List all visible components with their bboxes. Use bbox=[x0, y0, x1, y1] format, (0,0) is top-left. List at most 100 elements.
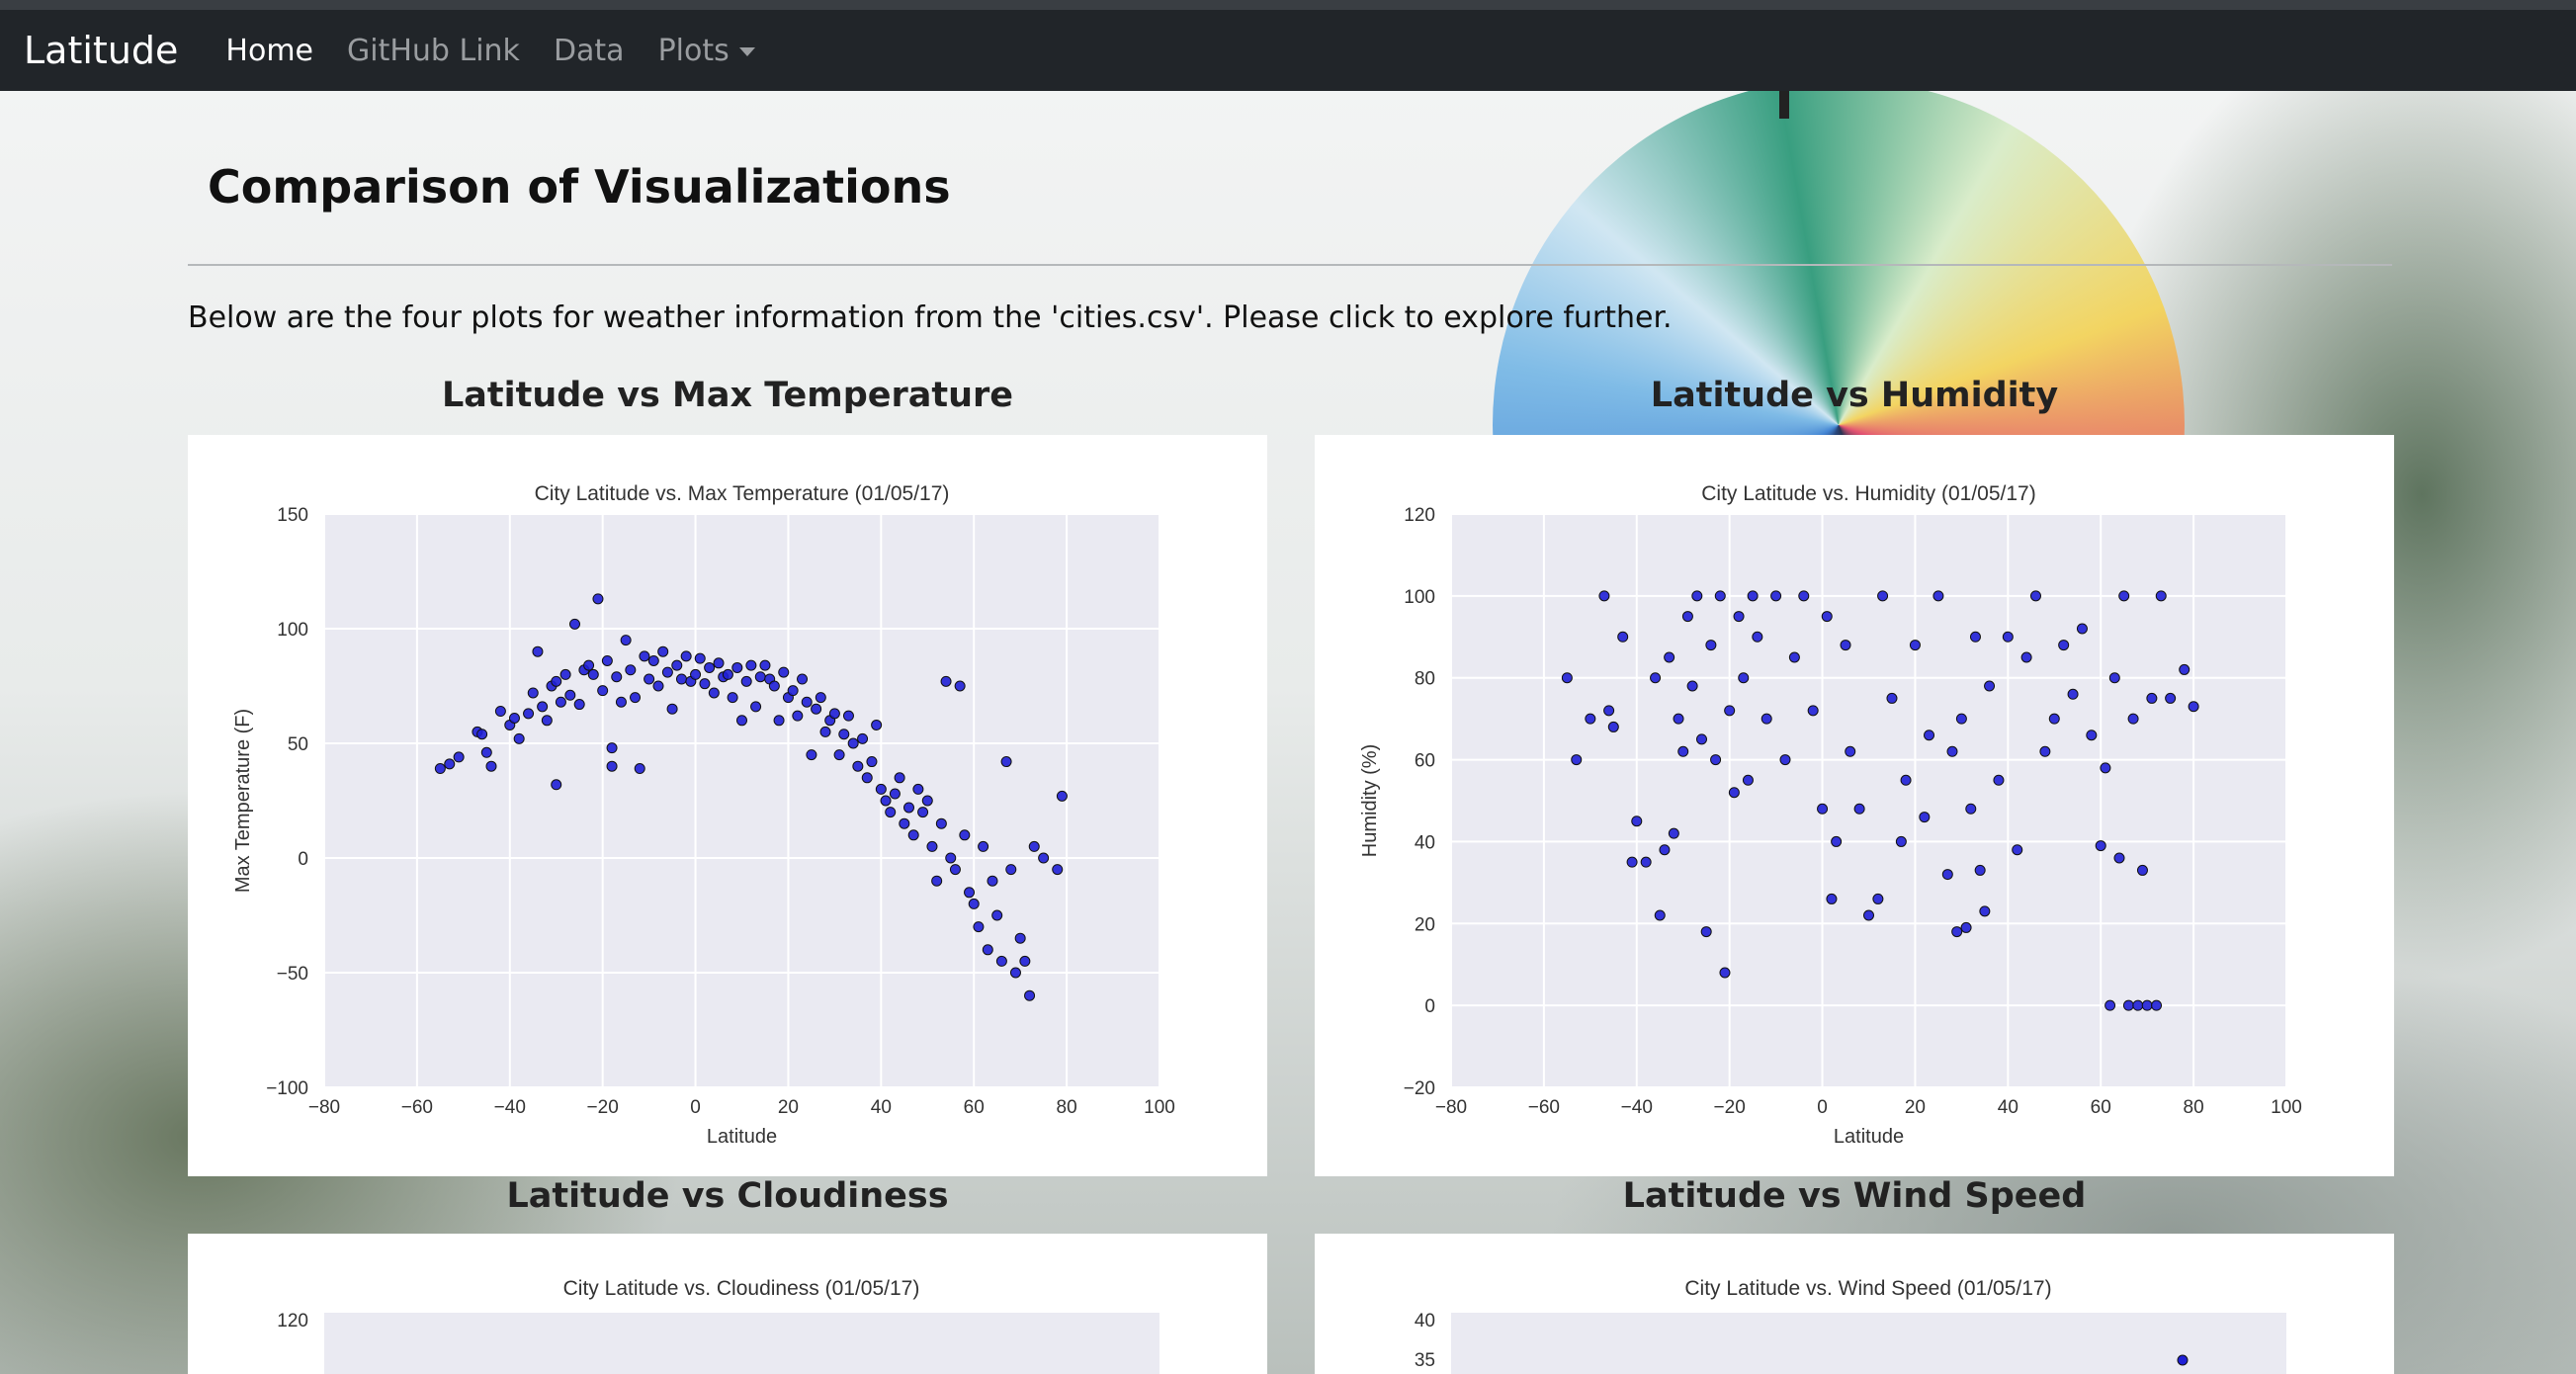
y-tick-label: 0 bbox=[298, 849, 308, 870]
data-point bbox=[2048, 713, 2060, 725]
data-point bbox=[661, 666, 673, 678]
data-point bbox=[907, 829, 919, 841]
data-point bbox=[759, 659, 771, 671]
data-point bbox=[2058, 640, 2070, 651]
data-point bbox=[1650, 672, 1662, 684]
data-point bbox=[1686, 680, 1698, 692]
data-point bbox=[828, 708, 840, 720]
x-tick-label: −80 bbox=[308, 1097, 340, 1118]
data-point bbox=[1941, 869, 1953, 881]
plot-card-temperature[interactable]: City Latitude vs. Max Temperature (01/05… bbox=[188, 435, 1267, 1176]
plot-card-humidity[interactable]: City Latitude vs. Humidity (01/05/17) −80… bbox=[1315, 435, 2394, 1176]
x-tick-label: −40 bbox=[1621, 1097, 1653, 1118]
data-point bbox=[889, 788, 901, 800]
data-point bbox=[592, 593, 604, 605]
data-point bbox=[2155, 590, 2167, 602]
data-point bbox=[935, 817, 947, 829]
data-point bbox=[434, 763, 446, 775]
plot-card-cloudiness[interactable]: City Latitude vs. Cloudiness (01/05/17) … bbox=[188, 1234, 1267, 1374]
data-point bbox=[2030, 590, 2041, 602]
data-point bbox=[1631, 816, 1643, 827]
chart-humidity: City Latitude vs. Humidity (01/05/17) −80… bbox=[1359, 482, 2302, 1148]
data-point bbox=[885, 807, 897, 818]
y-tick-label: 35 bbox=[1415, 1350, 1435, 1371]
data-point bbox=[899, 817, 910, 829]
data-point bbox=[666, 703, 678, 715]
data-point bbox=[1909, 640, 1921, 651]
data-point bbox=[773, 715, 785, 727]
data-point bbox=[1038, 852, 1050, 864]
plot-area-wind-speed bbox=[1451, 1313, 2286, 1374]
y-axis-label: Max Temperature (F) bbox=[232, 709, 254, 893]
data-point bbox=[2108, 672, 2120, 684]
data-point bbox=[1951, 926, 1963, 938]
y-axis-label: Humidity (%) bbox=[1359, 744, 1381, 857]
page-title: Comparison of Visualizations bbox=[208, 160, 951, 214]
data-point bbox=[508, 712, 520, 724]
y-tick-label: 120 bbox=[277, 1311, 308, 1331]
data-point bbox=[2100, 762, 2111, 774]
data-point bbox=[1691, 590, 1703, 602]
data-point bbox=[1000, 756, 1012, 768]
x-tick-label: −60 bbox=[1528, 1097, 1560, 1118]
divider bbox=[188, 264, 2392, 266]
x-tick-label: 40 bbox=[1998, 1097, 2018, 1118]
data-point bbox=[1779, 754, 1791, 766]
data-point bbox=[713, 657, 725, 669]
data-point bbox=[949, 864, 961, 876]
data-point bbox=[1700, 926, 1712, 938]
x-tick-label: 100 bbox=[2271, 1097, 2302, 1118]
data-point bbox=[1607, 721, 1619, 732]
plot-card-wind-speed[interactable]: City Latitude vs. Wind Speed (01/05/17) … bbox=[1315, 1234, 2394, 1374]
data-point bbox=[606, 760, 618, 772]
data-point bbox=[871, 719, 883, 730]
data-point bbox=[1760, 713, 1772, 725]
y-tick-label: 150 bbox=[277, 505, 308, 526]
x-tick-label: 0 bbox=[690, 1097, 701, 1118]
data-point bbox=[485, 760, 497, 772]
data-point bbox=[1752, 631, 1763, 643]
data-point bbox=[2188, 701, 2199, 713]
data-point bbox=[2113, 852, 2125, 864]
data-point bbox=[615, 696, 627, 708]
data-point bbox=[1640, 856, 1652, 868]
nav-link-plots-dropdown[interactable]: Plots bbox=[658, 34, 755, 68]
data-point bbox=[1585, 713, 1596, 725]
data-point bbox=[2076, 623, 2088, 635]
nav-link-home[interactable]: Home bbox=[225, 33, 313, 68]
data-point bbox=[1807, 705, 1819, 717]
y-tick-label: 0 bbox=[1424, 996, 1435, 1017]
data-point bbox=[1719, 967, 1731, 979]
x-axis-label: Latitude bbox=[1834, 1126, 1904, 1148]
data-point bbox=[1798, 590, 1810, 602]
data-point bbox=[1932, 590, 1944, 602]
data-point bbox=[2141, 999, 2153, 1011]
data-point bbox=[625, 664, 637, 676]
data-point bbox=[954, 680, 966, 692]
data-point bbox=[453, 751, 465, 763]
data-point bbox=[2104, 999, 2116, 1011]
data-point bbox=[2122, 999, 2134, 1011]
data-point bbox=[866, 756, 878, 768]
data-point bbox=[833, 749, 845, 761]
data-point bbox=[1005, 864, 1017, 876]
umbrella-tip bbox=[1779, 79, 1789, 119]
data-point bbox=[1664, 651, 1675, 663]
data-point bbox=[727, 692, 738, 704]
data-point bbox=[945, 852, 957, 864]
data-point bbox=[551, 779, 562, 791]
data-point bbox=[1659, 844, 1671, 856]
navbar-brand[interactable]: Latitude bbox=[24, 29, 179, 72]
data-point bbox=[995, 955, 1007, 967]
data-point bbox=[722, 668, 733, 680]
nav-link-github[interactable]: GitHub Link bbox=[347, 33, 520, 68]
nav-link-data[interactable]: Data bbox=[553, 33, 625, 68]
y-tick-label: 120 bbox=[1404, 505, 1435, 526]
data-point bbox=[745, 659, 757, 671]
data-point bbox=[921, 795, 933, 807]
plot-area-cloudiness bbox=[324, 1313, 1159, 1374]
data-point bbox=[750, 701, 762, 713]
y-tick-label: −20 bbox=[1404, 1078, 1435, 1099]
data-point bbox=[1681, 611, 1693, 623]
plot-heading-wind-speed: Latitude vs Wind Speed bbox=[1622, 1176, 2087, 1216]
